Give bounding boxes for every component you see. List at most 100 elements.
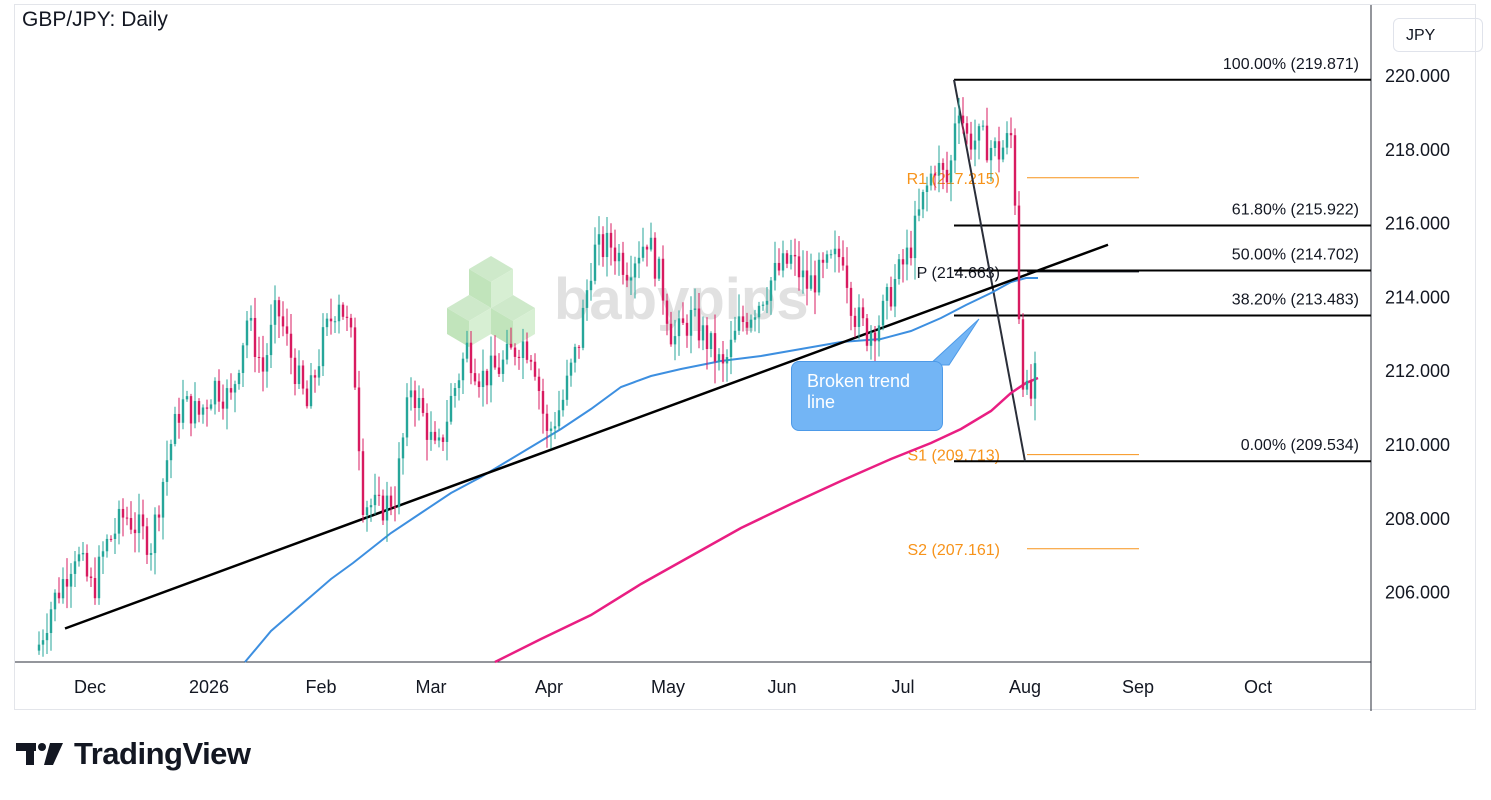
candle-body bbox=[1005, 133, 1009, 148]
candle bbox=[389, 486, 393, 516]
candle-body bbox=[605, 232, 609, 258]
candle-body bbox=[113, 533, 117, 540]
candle-body bbox=[609, 232, 613, 248]
candle-body bbox=[49, 609, 53, 634]
candle-body bbox=[617, 252, 621, 262]
candle-body bbox=[309, 375, 313, 407]
candle bbox=[325, 313, 329, 336]
candle bbox=[793, 238, 797, 276]
candle bbox=[333, 316, 337, 333]
candle-body bbox=[461, 358, 465, 381]
currency-unit-button[interactable]: JPY bbox=[1393, 18, 1483, 52]
candle bbox=[797, 241, 801, 291]
candle bbox=[429, 411, 433, 451]
candle bbox=[973, 119, 977, 167]
candle bbox=[281, 301, 285, 337]
candle bbox=[313, 369, 317, 393]
time-tick-label: Aug bbox=[1009, 677, 1041, 697]
candle-body bbox=[325, 318, 329, 328]
candle-body bbox=[541, 391, 545, 414]
candle bbox=[441, 434, 445, 451]
candle bbox=[145, 517, 149, 564]
candle-body bbox=[65, 579, 69, 587]
time-tick-label: Mar bbox=[416, 677, 447, 697]
candle bbox=[621, 241, 625, 285]
candle bbox=[37, 631, 41, 655]
candle bbox=[685, 314, 689, 348]
candle bbox=[381, 489, 385, 526]
candle-body bbox=[265, 355, 269, 372]
candle-body bbox=[765, 300, 769, 305]
candle-body bbox=[905, 247, 909, 265]
candle bbox=[1021, 313, 1025, 397]
candle bbox=[397, 442, 401, 515]
candle bbox=[869, 325, 873, 360]
candle-body bbox=[317, 366, 321, 378]
candle bbox=[545, 404, 549, 448]
candle bbox=[853, 307, 857, 338]
candle bbox=[653, 232, 657, 287]
candle-body bbox=[973, 140, 977, 150]
candle bbox=[177, 397, 181, 439]
candle-body bbox=[993, 141, 997, 148]
candle bbox=[277, 296, 281, 338]
candle-body bbox=[645, 246, 649, 250]
time-axis[interactable]: Dec 2026 Feb Mar Apr May Jun Jul Aug Sep Oct bbox=[74, 677, 1272, 697]
candle-body bbox=[237, 372, 241, 385]
candle bbox=[149, 543, 153, 571]
candle bbox=[305, 380, 309, 409]
candle-body bbox=[709, 333, 713, 349]
tradingview-logo-icon bbox=[16, 743, 63, 765]
candle-body bbox=[553, 426, 557, 429]
candle-body bbox=[297, 365, 301, 385]
candle-body bbox=[169, 443, 173, 461]
candle bbox=[861, 298, 865, 327]
candle bbox=[785, 250, 789, 269]
candle-body bbox=[793, 254, 797, 257]
price-tick-label: 206.000 bbox=[1385, 583, 1450, 603]
candle bbox=[965, 116, 969, 145]
candle bbox=[505, 329, 509, 365]
time-tick-label: Oct bbox=[1244, 677, 1272, 697]
candle bbox=[433, 421, 437, 445]
candle-body bbox=[137, 514, 141, 534]
candle-body bbox=[721, 354, 725, 364]
time-tick-label: 2026 bbox=[189, 677, 229, 697]
candle bbox=[237, 369, 241, 390]
candle-body bbox=[69, 573, 73, 587]
candle bbox=[781, 240, 785, 278]
candle bbox=[1017, 191, 1021, 324]
candle bbox=[845, 247, 849, 304]
candle-body bbox=[705, 325, 709, 349]
price-tick-label: 208.000 bbox=[1385, 509, 1450, 529]
price-axis[interactable]: 220.000 218.000 216.000 214.000 212.000 210.0… bbox=[1385, 66, 1450, 603]
chart-frame[interactable]: babypips R1 (217.215) P (214.663) S1 (209.… bbox=[14, 4, 1483, 711]
candle-body bbox=[881, 300, 885, 326]
candle-body bbox=[733, 330, 737, 340]
candle-body bbox=[81, 552, 85, 555]
candle-body bbox=[629, 277, 633, 281]
candle-body bbox=[193, 401, 197, 424]
candle bbox=[461, 352, 465, 394]
candle bbox=[569, 358, 573, 387]
candle-body bbox=[489, 355, 493, 386]
candle-body bbox=[877, 325, 881, 342]
candle-body bbox=[221, 401, 225, 409]
candle bbox=[645, 244, 649, 267]
candle bbox=[293, 348, 297, 396]
candle-body bbox=[481, 370, 485, 388]
candle bbox=[581, 299, 585, 351]
candle-body bbox=[189, 396, 193, 424]
candle bbox=[917, 188, 921, 222]
candle bbox=[121, 498, 125, 537]
candle bbox=[885, 283, 889, 320]
candle bbox=[625, 262, 629, 288]
candle-body bbox=[785, 253, 789, 264]
candle-body bbox=[773, 262, 777, 281]
candle-body bbox=[529, 359, 533, 362]
candle-body bbox=[701, 325, 705, 341]
candle bbox=[689, 296, 693, 354]
price-chart[interactable]: babypips R1 (217.215)P (214.663)S1 (209.… bbox=[15, 5, 1477, 711]
candle-body bbox=[569, 362, 573, 376]
tradingview-logo[interactable]: TradingView bbox=[16, 736, 251, 772]
